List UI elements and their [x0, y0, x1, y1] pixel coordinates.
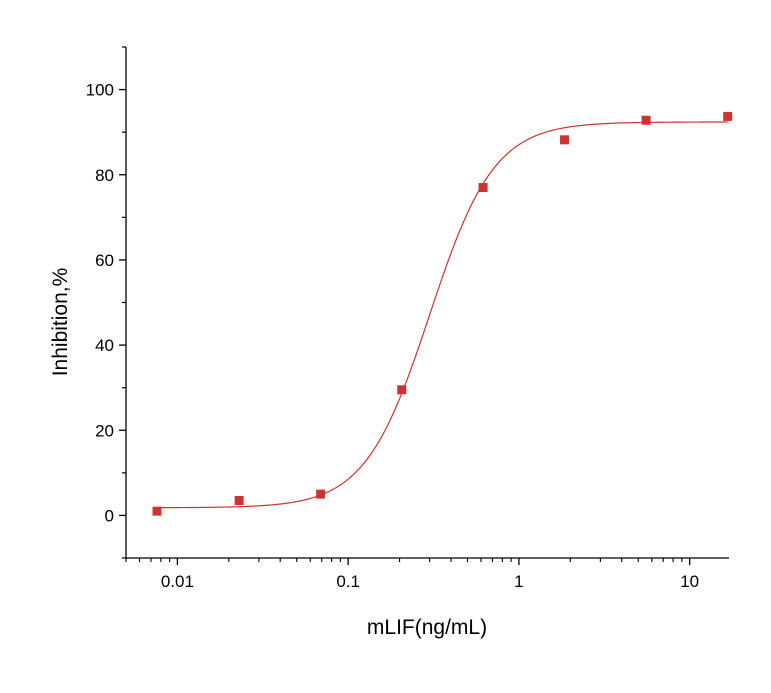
y-tick-label: 40: [95, 336, 114, 355]
y-tick-label: 20: [95, 421, 114, 440]
x-tick-label: 1: [514, 572, 523, 591]
data-point: [478, 183, 488, 193]
x-tick-label: 10: [680, 572, 699, 591]
y-tick-label: 0: [105, 506, 114, 525]
x-tick-label: 0.1: [336, 572, 360, 591]
y-tick-label: 60: [95, 251, 114, 270]
y-tick-label: 100: [86, 81, 114, 100]
data-point: [234, 496, 244, 506]
data-point: [560, 135, 570, 145]
fit-curve: [157, 121, 728, 509]
x-tick-label: 0.01: [161, 572, 194, 591]
fit-curve-layer: [157, 121, 728, 509]
y-tick-label: 80: [95, 166, 114, 185]
data-point: [397, 385, 407, 395]
y-axis-label: Inhibition,%: [49, 268, 72, 377]
data-point: [641, 115, 651, 125]
axis-labels: mLIF(ng/mL) Inhibition,%: [49, 268, 487, 639]
data-point: [152, 506, 162, 516]
x-axis-label: mLIF(ng/mL): [367, 616, 487, 639]
data-point: [723, 111, 733, 121]
axes: 0 20 40 60 80 100 0.01 0.1 1 10: [86, 46, 729, 591]
data-point: [316, 489, 326, 499]
data-points-layer: [152, 111, 733, 516]
